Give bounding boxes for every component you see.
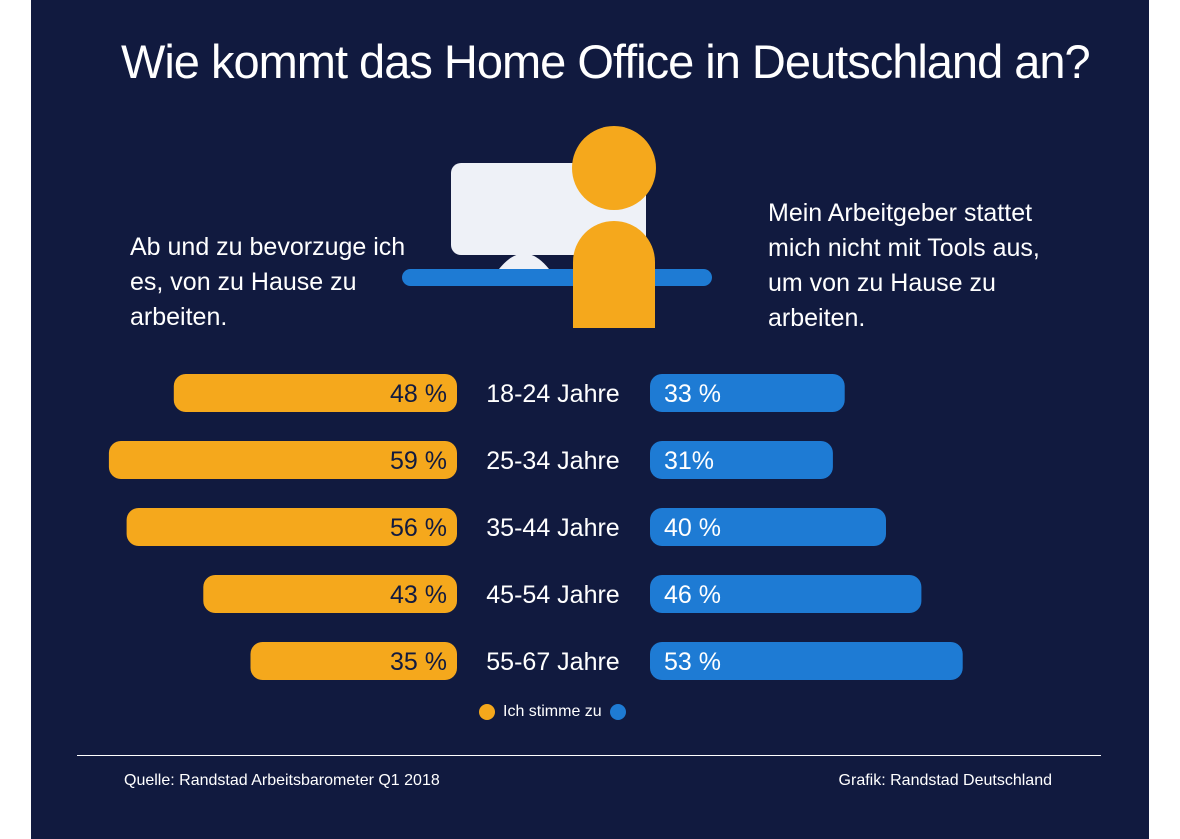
bar-right-label-5: 53 % (664, 648, 721, 676)
bar-left-label-2: 59 % (390, 447, 447, 475)
category-label-2: 25-34 Jahre (486, 447, 619, 475)
bar-left-1 (173, 374, 458, 412)
bar-right-1 (650, 374, 845, 412)
category-label-1: 18-24 Jahre (486, 380, 619, 408)
right-statement: Mein Arbeitgeber stattet mich nicht mit … (768, 199, 1040, 332)
bar-right-label-1: 33 % (664, 380, 721, 408)
bar-right-4 (650, 575, 922, 613)
bar-left-3 (126, 508, 457, 546)
divider (77, 755, 1101, 756)
legend-right-swatch (609, 704, 626, 720)
source-note: Quelle: Randstad Arbeitsbarometer Q1 201… (124, 772, 440, 789)
legend-left-swatch (479, 704, 495, 720)
infographic-panel: Wie kommt das Home Office in Deutschland… (31, 0, 1149, 839)
bar-right-2 (650, 441, 833, 479)
bar-left-label-1: 48 % (390, 380, 447, 408)
legend: Ich stimme zu (479, 703, 626, 721)
credit-note: Grafik: Randstad Deutschland (838, 772, 1052, 789)
diverging-bar-chart: 48 % 33 % 18-24 Jahre 59 % 31% 25-34 Jahre 56 … (108, 374, 963, 680)
home-office-illustration (402, 126, 712, 328)
category-label-4: 45-54 Jahre (486, 581, 619, 609)
bar-left-4 (203, 575, 457, 613)
category-label-5: 55-67 Jahre (486, 648, 619, 676)
bar-right-3 (650, 508, 886, 546)
bar-left-label-4: 43 % (390, 581, 447, 609)
bar-left-2 (108, 441, 458, 479)
bar-right-5 (650, 642, 963, 680)
page-title: Wie kommt das Home Office in Deutschland… (121, 35, 1091, 88)
bar-right-label-2: 31% (664, 447, 714, 475)
bar-left-label-3: 56 % (390, 514, 447, 542)
bar-left-5 (250, 642, 457, 680)
legend-label: Ich stimme zu (503, 703, 602, 720)
bar-right-label-4: 46 % (664, 581, 721, 609)
bar-right-label-3: 40 % (664, 514, 721, 542)
bar-left-label-5: 35 % (390, 648, 447, 676)
left-statement: Ab und zu bevorzuge ich es, von zu Hause… (130, 233, 406, 331)
category-label-3: 35-44 Jahre (486, 514, 619, 542)
person-icon (572, 126, 656, 328)
